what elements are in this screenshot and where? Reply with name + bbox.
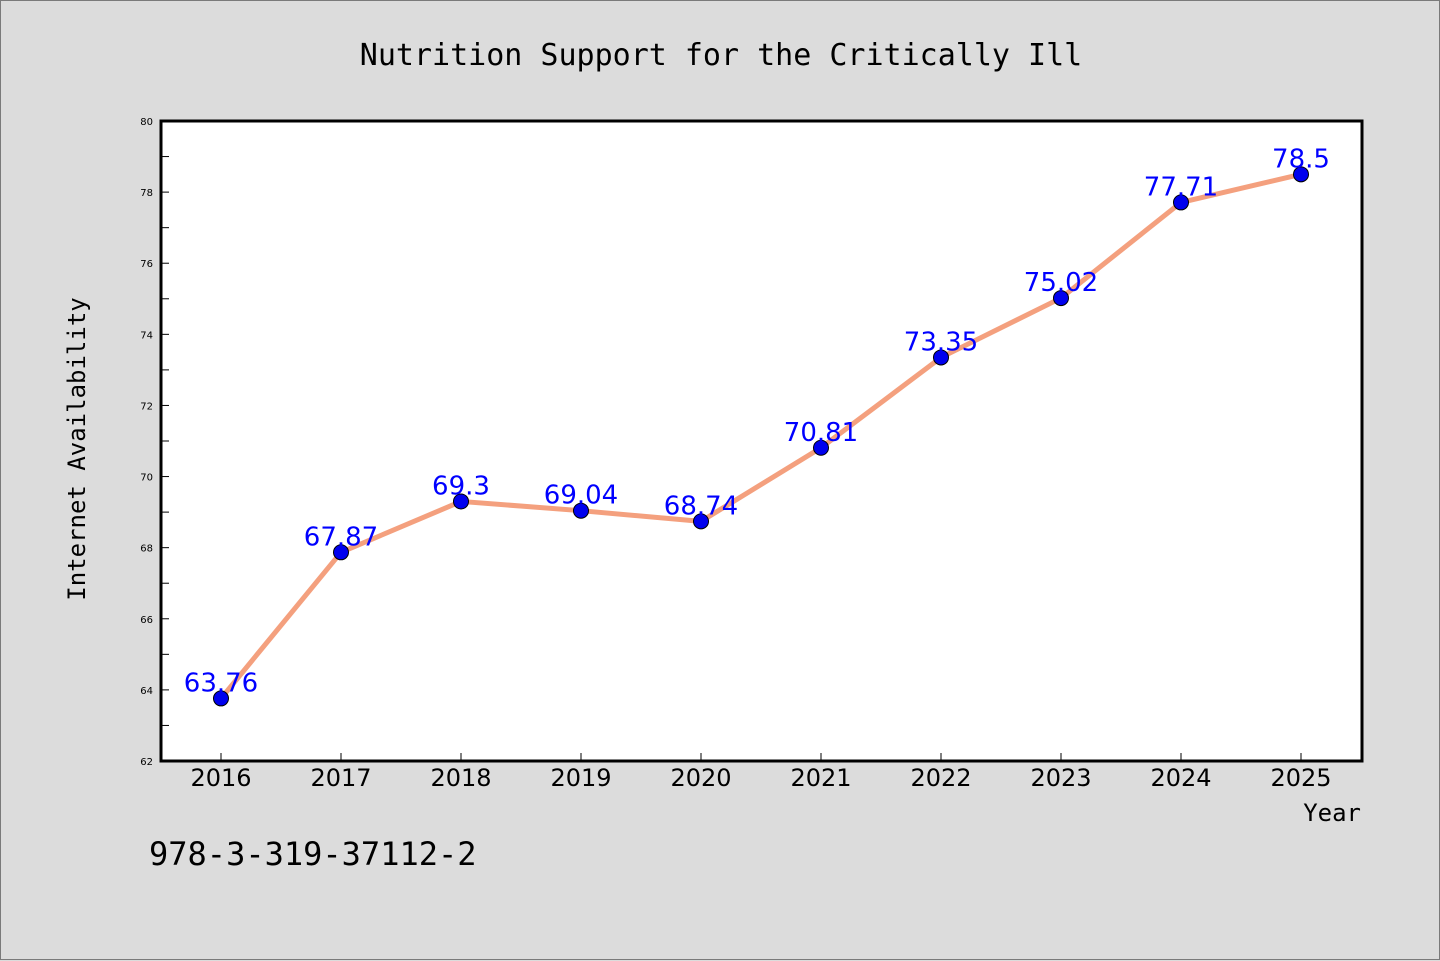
y-axis-label: Internet Availability <box>63 297 91 600</box>
x-tick-label: 2025 <box>1270 764 1331 792</box>
data-point <box>213 690 229 707</box>
y-tick-label: 64 <box>140 686 153 697</box>
data-label: 73.35 <box>904 327 978 357</box>
data-label: 75.02 <box>1024 268 1098 298</box>
x-tick-label: 2017 <box>310 764 371 792</box>
x-tick-label: 2018 <box>430 764 491 792</box>
data-point <box>813 439 829 456</box>
data-label: 69.04 <box>544 481 618 511</box>
data-label: 70.81 <box>784 418 858 448</box>
data-point <box>1053 290 1069 307</box>
data-point <box>1173 194 1189 211</box>
x-tick-label: 2024 <box>1150 764 1211 792</box>
markers-group <box>213 166 1309 707</box>
y-tick-label: 78 <box>140 188 153 199</box>
x-axis-label: Year <box>1303 799 1361 827</box>
isbn-text: 978-3-319-37112-2 <box>149 835 477 873</box>
data-label: 63.76 <box>184 668 258 698</box>
y-tick-label: 68 <box>140 544 153 555</box>
x-axis: 2016 2017 2018 2019 2020 2021 2022 2023 2024 2025 <box>190 753 1332 792</box>
x-tick-label: 2016 <box>190 764 251 792</box>
x-tick-label: 2022 <box>910 764 971 792</box>
data-label: 69.3 <box>432 471 490 501</box>
x-tick-label: 2019 <box>550 764 611 792</box>
x-tick-label: 2021 <box>790 764 851 792</box>
data-point <box>453 493 469 510</box>
x-tick-label: 2023 <box>1030 764 1091 792</box>
y-tick-label: 62 <box>140 757 153 768</box>
y-tick-label: 70 <box>140 473 153 484</box>
x-tick-label: 2020 <box>670 764 731 792</box>
data-labels-group: 63.76 67.87 69.3 69.04 68.74 70.81 73.35 75.02 7… <box>184 144 1330 698</box>
data-point <box>333 544 349 561</box>
y-tick-label: 74 <box>140 330 153 341</box>
series-line <box>219 171 1302 701</box>
y-tick-label: 72 <box>140 401 153 412</box>
y-axis: 62 64 66 68 70 72 74 76 78 80 <box>140 117 169 768</box>
y-tick-label: 80 <box>140 117 153 128</box>
chart-title: Nutrition Support for the Critically Ill <box>360 38 1082 73</box>
plot-area <box>159 119 1364 763</box>
data-label: 67.87 <box>304 522 378 552</box>
data-point <box>1293 166 1309 183</box>
data-label: 77.71 <box>1144 172 1218 202</box>
y-tick-label: 66 <box>140 615 153 626</box>
data-point <box>693 513 709 530</box>
data-point <box>573 502 589 519</box>
data-label: 68.74 <box>664 491 738 521</box>
series-line-group <box>219 171 1302 701</box>
data-label: 78.5 <box>1272 144 1330 174</box>
y-tick-label: 76 <box>140 259 153 270</box>
data-point <box>933 349 949 366</box>
